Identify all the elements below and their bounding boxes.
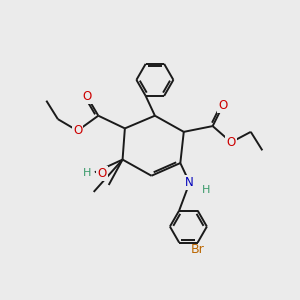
Text: O: O [226,136,236,149]
Text: N: N [185,176,194,189]
Text: O: O [218,99,228,112]
Text: O: O [82,90,92,103]
Text: O: O [73,124,82,137]
Text: H: H [83,168,92,178]
Text: Br: Br [191,242,205,256]
Text: H: H [202,184,210,195]
Text: O: O [97,167,106,180]
